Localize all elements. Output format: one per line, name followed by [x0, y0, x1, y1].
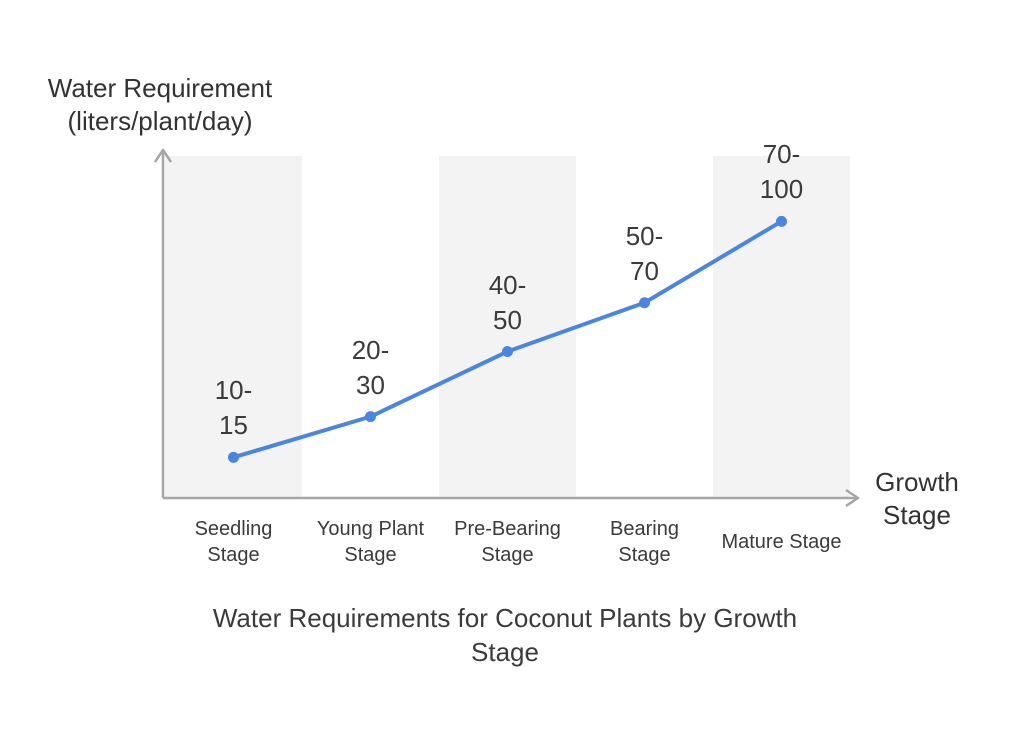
x-axis-label: Growth Stage: [875, 467, 959, 530]
y-axis-label: Water Requirement (liters/plant/day): [47, 73, 273, 136]
x-tick-label-mature-stage: Mature Stage: [721, 531, 842, 553]
x-axis-arrow-icon: [845, 488, 860, 508]
x-tick-label-seedling-stage: Seedling Stage: [194, 518, 273, 566]
data-label-mature-stage: 70- 100: [759, 139, 804, 205]
band-mature-stage: [713, 156, 850, 498]
y-axis-arrow-icon: [153, 148, 173, 163]
data-label-young-plant-stage: 20- 30: [351, 334, 390, 400]
data-point-pre-bearing-stage: [502, 346, 513, 358]
chart-title: Water Requirements for Coconut Plants by…: [212, 603, 798, 667]
x-tick-label-pre-bearing-stage: Pre-Bearing Stage: [454, 518, 561, 566]
data-point-seedling-stage: [228, 451, 239, 463]
band-pre-bearing-stage: [439, 156, 576, 498]
series-points: [228, 215, 787, 463]
stage-bands: [165, 156, 850, 498]
data-point-bearing-stage: [639, 297, 650, 309]
x-tick-label-young-plant-stage: Young Plant Stage: [316, 518, 425, 566]
axes: [153, 148, 860, 508]
data-point-mature-stage: [776, 215, 787, 227]
data-label-seedling-stage: 10- 15: [214, 375, 253, 441]
data-label-pre-bearing-stage: 40- 50: [488, 269, 527, 335]
data-label-bearing-stage: 50- 70: [625, 220, 664, 286]
data-point-young-plant-stage: [365, 411, 376, 423]
x-tick-label-bearing-stage: Bearing Stage: [610, 518, 679, 566]
band-seedling-stage: [165, 156, 302, 498]
